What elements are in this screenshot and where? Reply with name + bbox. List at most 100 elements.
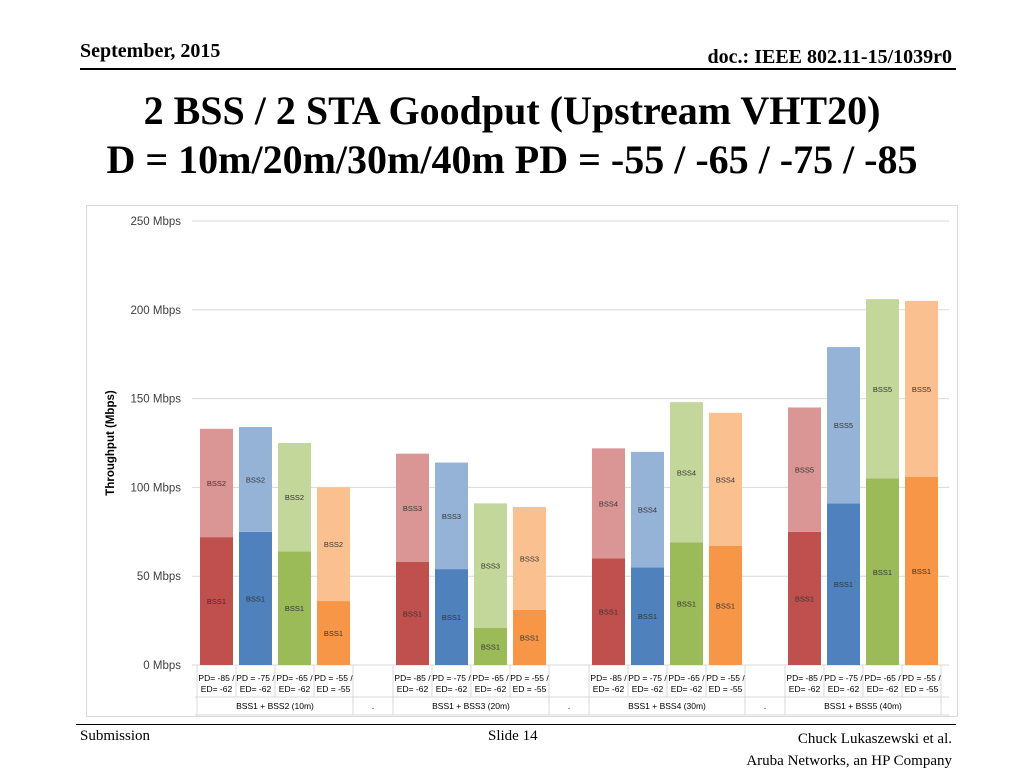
bar-segment-top [866,299,899,479]
x-separator-mark: . [568,701,571,711]
bar-label-bottom: BSS1 [716,602,735,611]
x-category-line2: ED= -62 [593,684,625,694]
x-category-line2: ED= -62 [789,684,821,694]
footer-divider [76,724,956,725]
y-tick-label: 200 Mbps [130,305,181,317]
x-category-line2: ED= -62 [828,684,860,694]
x-category-line1: PD= -85 / [786,673,823,683]
bar-segment-bottom [200,537,233,665]
bar-segment-bottom [513,609,546,665]
x-category-line2: ED= -62 [240,684,272,694]
bar-segment-bottom [631,567,664,665]
bar-label-top: BSS3 [442,512,461,521]
footer-author-line1: Chuck Lukaszewski et al. [797,731,952,747]
x-category-line1: PD= -65 / [276,673,313,683]
bar-segment-top [905,300,938,477]
bar-label-top: BSS4 [599,499,618,508]
x-group-label: BSS1 + BSS4 (30m) [628,701,706,711]
bar-label-bottom: BSS1 [912,567,931,576]
bar-label-top: BSS4 [716,475,735,484]
bar-segment-bottom [866,478,899,665]
bar-label-bottom: BSS1 [442,613,461,622]
x-category-line2: ED= -62 [436,684,468,694]
y-tick-label: 250 Mbps [130,216,181,228]
x-category-line2: ED= -62 [671,684,703,694]
header-date: September, 2015 [80,40,221,62]
bar-label-top: BSS3 [403,504,422,513]
x-category-line1: PD= -65 / [864,673,901,683]
bar-label-bottom: BSS1 [638,612,657,621]
x-group-label: BSS1 + BSS2 (10m) [236,701,314,711]
x-category-line2: ED= -62 [475,684,507,694]
x-category-line2: ED = -55 [513,684,547,694]
x-category-line1: PD = -55 / [314,673,353,683]
footer-submission: Submission [80,728,151,744]
footer-slide-number: Slide 14 [488,728,538,744]
bar-label-bottom: BSS1 [677,600,696,609]
x-category-line1: PD= -65 / [472,673,509,683]
x-category-line1: PD= -65 / [668,673,705,683]
footer-author: Chuck Lukaszewski et al. Aruba Networks,… [746,728,952,772]
bar-segment-bottom [474,627,507,665]
slide-title-line1: 2 BSS / 2 STA Goodput (Upstream VHT20) [143,88,881,133]
bar-segment-top [317,487,350,602]
bar-label-top: BSS4 [638,506,657,515]
bar-label-top: BSS5 [834,421,853,430]
x-separator-mark: . [764,701,767,711]
x-group-label: BSS1 + BSS5 (40m) [824,701,902,711]
slide-title: 2 BSS / 2 STA Goodput (Upstream VHT20) D… [0,86,1024,184]
bar-segment-top [788,407,821,532]
bar-segment-bottom [435,569,468,665]
bar-segment-bottom [788,531,821,665]
bar-label-top: BSS2 [246,475,265,484]
bar-label-top: BSS3 [481,562,500,571]
y-tick-label: 50 Mbps [137,571,181,583]
bar-label-bottom: BSS1 [481,642,500,651]
bar-segment-bottom [827,503,860,665]
bar-label-bottom: BSS1 [520,633,539,642]
x-category-line2: ED= -62 [279,684,311,694]
bar-segment-bottom [317,601,350,665]
x-category-line2: ED= -62 [201,684,233,694]
bar-label-bottom: BSS1 [324,629,343,638]
x-category-line2: ED = -55 [317,684,351,694]
bar-segment-top [396,453,429,562]
bar-label-bottom: BSS1 [207,597,226,606]
bar-label-top: BSS2 [207,479,226,488]
bar-segment-bottom [396,561,429,665]
x-category-line1: PD = -75 / [432,673,471,683]
bar-label-bottom: BSS1 [873,568,892,577]
bar-segment-bottom [709,546,742,665]
bar-segment-top [239,427,272,532]
bar-segment-bottom [278,551,311,665]
bar-segment-bottom [592,558,625,665]
y-tick-label: 150 Mbps [130,394,181,406]
bar-label-bottom: BSS1 [285,604,304,613]
bar-label-bottom: BSS1 [834,580,853,589]
x-category-line2: ED = -55 [709,684,743,694]
bar-segment-top [435,462,468,570]
x-group-label: BSS1 + BSS3 (20m) [432,701,510,711]
y-axis-title: Throughput (Mbps) [105,390,117,496]
bar-label-top: BSS2 [285,493,304,502]
bar-segment-top [631,451,664,568]
bar-label-bottom: BSS1 [403,609,422,618]
x-category-line2: ED= -62 [397,684,429,694]
bar-segment-top [474,503,507,628]
bar-segment-top [709,412,742,547]
bar-label-bottom: BSS1 [795,594,814,603]
header-divider [80,68,956,70]
bar-label-bottom: BSS1 [599,608,618,617]
header-doc-id: doc.: IEEE 802.11-15/1039r0 [707,46,952,68]
bar-segment-bottom [670,542,703,665]
footer-author-line2: Aruba Networks, an HP Company [746,753,952,769]
bar-segment-bottom [905,476,938,665]
x-category-line2: ED= -62 [867,684,899,694]
slide-title-line2: D = 10m/20m/30m/40m PD = -55 / -65 / -75… [106,137,918,182]
bar-label-bottom: BSS1 [246,594,265,603]
y-tick-label: 100 Mbps [130,482,181,494]
x-category-line1: PD= -85 / [590,673,627,683]
x-separator-mark: . [372,701,375,711]
bar-segment-top [592,448,625,559]
x-category-line1: PD= -85 / [394,673,431,683]
